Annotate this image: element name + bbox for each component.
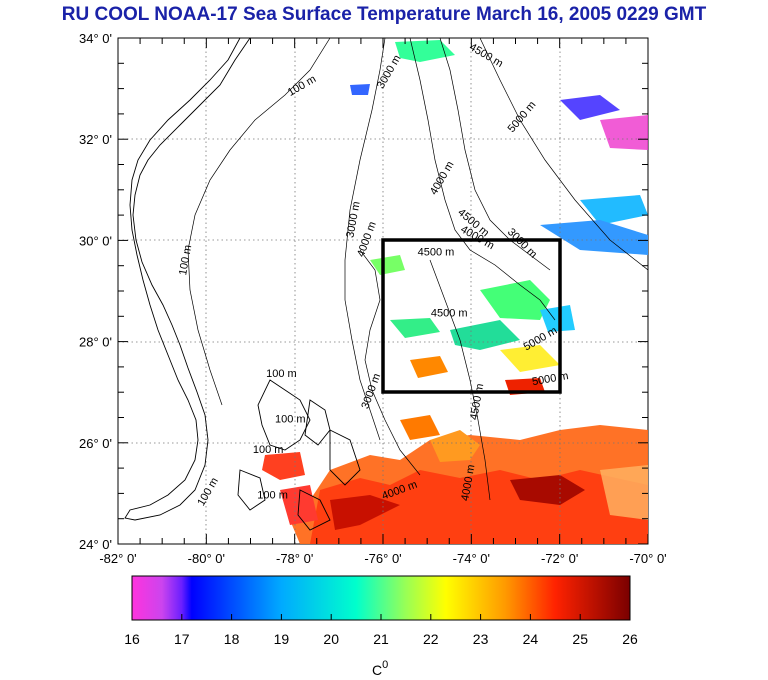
sst-orange-box-patch xyxy=(410,356,448,378)
longitude-labels: -82° 0' -80° 0' -78° 0' -76° 0' -74° 0' -72° … xyxy=(99,551,666,566)
colorbar-tick-label: 25 xyxy=(572,631,588,647)
contour-4000m xyxy=(409,38,556,321)
colorbar-tick-label: 22 xyxy=(423,631,439,647)
contour-100m xyxy=(187,38,331,406)
colorbar-tick-label: 20 xyxy=(323,631,339,647)
sst-cool-patch-2 xyxy=(560,95,620,120)
contour-4500m xyxy=(439,38,551,271)
bahamas-island-3 xyxy=(329,429,361,486)
colorbar-tick-label: 24 xyxy=(523,631,539,647)
lon-tick-label: -70° 0' xyxy=(629,551,666,566)
sst-light-patch xyxy=(600,465,648,520)
sst-cool-patch-4 xyxy=(540,220,648,255)
lat-tick-label: 34° 0' xyxy=(79,31,112,46)
sst-green-patch-3 xyxy=(480,280,550,320)
sst-pixel-layer xyxy=(262,40,648,544)
contour-label: 4500 m xyxy=(431,307,468,319)
colorbar-ticks: 16 17 18 19 20 21 22 23 24 25 26 xyxy=(124,614,638,647)
sst-yellow-patch xyxy=(500,345,560,372)
contour-3000m xyxy=(344,38,386,441)
bahamas-island-1 xyxy=(257,379,311,451)
lon-tick-label: -74° 0' xyxy=(453,551,490,566)
colorbar-unit: C xyxy=(372,662,382,678)
contour-label: 100 m xyxy=(177,244,194,276)
contour-label: 100 m xyxy=(266,368,297,380)
contour-label: 100 m xyxy=(253,444,284,456)
sst-orange-patch-2 xyxy=(400,415,440,440)
sst-green-patch-2 xyxy=(450,320,520,350)
contour-label: 4500 m xyxy=(418,247,455,259)
lat-tick-label: 28° 0' xyxy=(79,335,112,350)
sst-cool-patch-1 xyxy=(395,40,455,62)
colorbar-tick-label: 21 xyxy=(373,631,389,647)
lat-tick-label: 26° 0' xyxy=(79,436,112,451)
lat-tick-label: 30° 0' xyxy=(79,233,112,248)
sst-green-patch-4 xyxy=(370,255,405,275)
colorbar xyxy=(131,575,631,621)
lon-tick-label: -80° 0' xyxy=(188,551,225,566)
florida-coast xyxy=(124,38,251,521)
bathymetry-contours xyxy=(187,38,648,501)
bahamas-island-4 xyxy=(237,469,266,511)
figure-title: RU COOL NOAA-17 Sea Surface Temperature … xyxy=(61,4,707,25)
sst-hot-patch-2 xyxy=(510,475,585,505)
lon-tick-label: -78° 0' xyxy=(276,551,313,566)
sst-bahamas-patch xyxy=(262,452,305,480)
colorbar-tick-label: 18 xyxy=(224,631,240,647)
sst-green-patch-1 xyxy=(390,318,440,338)
lat-tick-label: 32° 0' xyxy=(79,132,112,147)
lon-tick-label: -76° 0' xyxy=(364,551,401,566)
colorbar-tick-label: 26 xyxy=(622,631,638,647)
bahamas-island-5 xyxy=(297,489,331,531)
contour-shelf-edge xyxy=(359,249,421,476)
bahamas-island-2 xyxy=(304,399,331,446)
sst-cool-patch-5 xyxy=(350,84,370,95)
colorbar-tick-label: 23 xyxy=(473,631,489,647)
lat-tick-label: 24° 0' xyxy=(79,537,112,552)
colorbar-tick-label: 17 xyxy=(174,631,190,647)
colorbar-tick-label: 19 xyxy=(274,631,290,647)
sst-hot-patch-1 xyxy=(330,495,400,530)
sst-magenta-patch xyxy=(600,115,648,150)
colorbar-unit-label: C0 xyxy=(372,659,388,678)
lon-tick-label: -82° 0' xyxy=(99,551,136,566)
contour-5000m xyxy=(479,38,648,271)
axis-ticks xyxy=(117,37,649,545)
sst-cool-patch-3 xyxy=(580,195,648,225)
contour-4500m-south xyxy=(429,259,491,501)
contour-label: 100 m xyxy=(257,489,288,501)
coastline xyxy=(124,38,361,531)
lon-tick-label: -72° 0' xyxy=(541,551,578,566)
contour-label: 100 m xyxy=(275,414,306,426)
colorbar-unit-superscript: 0 xyxy=(382,659,388,671)
colorbar-tick-label: 16 xyxy=(124,631,140,647)
latitude-labels: 34° 0' 32° 0' 30° 0' 28° 0' 26° 0' 24° 0' xyxy=(79,31,112,552)
region-box xyxy=(381,238,562,394)
sst-orange-patch xyxy=(430,430,480,462)
